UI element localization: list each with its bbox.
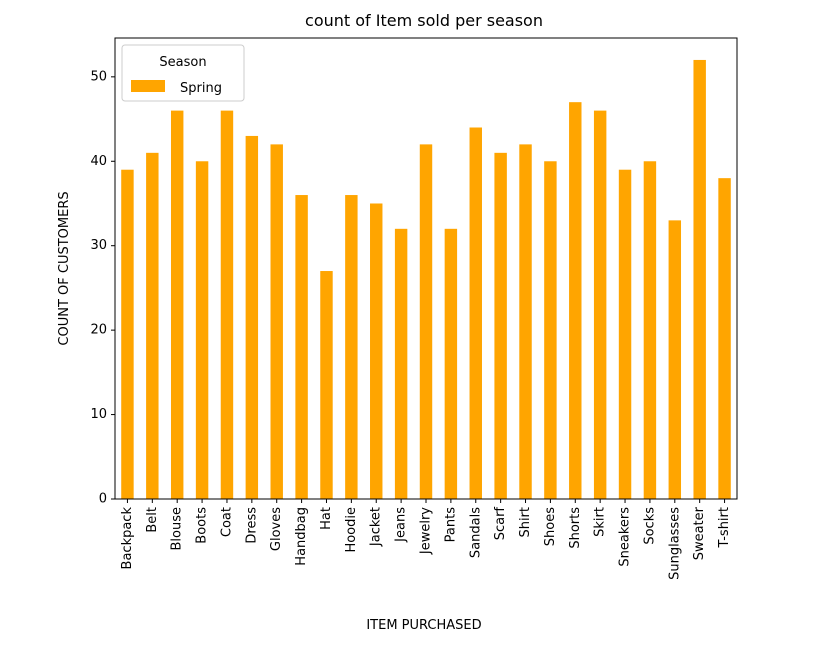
x-tick-label-handbag: Handbag xyxy=(294,507,309,566)
y-axis-label: COUNT OF CUSTOMERS xyxy=(57,191,72,345)
x-tick-label-sweater: Sweater xyxy=(692,506,707,560)
plot-area-frame xyxy=(114,37,738,500)
bar-sandals xyxy=(469,127,482,499)
y-tick-label: 40 xyxy=(90,154,107,169)
bar-socks xyxy=(643,161,657,499)
y-axis-ticks: 0 10 20 30 40 50 xyxy=(90,69,115,507)
bar-belt xyxy=(146,152,159,499)
bar-shirt xyxy=(519,144,532,499)
bar-hat xyxy=(320,271,333,499)
bar-handbag xyxy=(295,195,308,500)
bars-layer xyxy=(121,59,731,500)
x-tick-label-shoes: Shoes xyxy=(543,507,558,546)
bar-jewelry xyxy=(419,144,433,499)
x-tick-label-hoodie: Hoodie xyxy=(344,507,359,553)
bar-gloves xyxy=(270,144,283,499)
x-tick-label-socks: Socks xyxy=(642,507,657,545)
bar-blouse xyxy=(170,110,184,500)
x-tick-label-blouse: Blouse xyxy=(170,507,185,551)
bar-sunglasses xyxy=(668,220,682,499)
x-tick-label-shorts: Shorts xyxy=(568,507,583,549)
x-tick-label-pants: Pants xyxy=(443,507,458,543)
bar-shoes xyxy=(544,161,557,499)
x-tick-label-dress: Dress xyxy=(244,507,259,544)
legend-title: Season xyxy=(159,55,206,70)
y-tick-label: 10 xyxy=(90,407,107,422)
x-axis-label: ITEM PURCHASED xyxy=(366,618,481,633)
x-tick-label-scarf: Scarf xyxy=(493,507,508,541)
bar-pants xyxy=(444,228,458,499)
legend-entry-spring: Spring xyxy=(180,81,222,96)
bar-sneakers xyxy=(618,169,632,499)
x-tick-label-skirt: Skirt xyxy=(593,507,608,537)
x-tick-label-sandals: Sandals xyxy=(468,507,483,558)
x-tick-label-shirt: Shirt xyxy=(518,507,533,538)
bar-sweater xyxy=(693,59,706,499)
x-tick-label-gloves: Gloves xyxy=(269,507,284,551)
x-tick-label-hat: Hat xyxy=(319,507,334,530)
bar-scarf xyxy=(494,152,507,499)
bar-boots xyxy=(195,161,209,499)
bar-jacket xyxy=(370,203,383,500)
bar-t-shirt xyxy=(718,178,731,499)
x-tick-label-backpack: Backpack xyxy=(120,507,135,570)
bar-skirt xyxy=(593,110,607,500)
x-tick-label-boots: Boots xyxy=(195,507,210,544)
x-tick-label-jeans: Jeans xyxy=(394,507,409,543)
x-axis-ticks: Backpack Belt Blouse Boots Coat Dress Gloves Ha… xyxy=(120,499,732,580)
x-tick-label-coat: Coat xyxy=(219,507,234,537)
bar-dress xyxy=(245,135,259,499)
x-tick-label-belt: Belt xyxy=(145,507,160,533)
bar-shorts xyxy=(569,102,582,500)
y-tick-label: 50 xyxy=(90,69,107,84)
bar-coat xyxy=(220,110,234,500)
bar-backpack xyxy=(121,169,134,499)
y-tick-label: 20 xyxy=(90,323,107,338)
chart-title: count of Item sold per season xyxy=(305,11,543,30)
x-tick-label-jacket: Jacket xyxy=(369,507,384,547)
x-tick-label-sneakers: Sneakers xyxy=(618,507,633,567)
x-tick-label-jewelry: Jewelry xyxy=(419,507,434,555)
bar-hoodie xyxy=(345,195,358,500)
legend: Season Spring xyxy=(121,44,245,102)
x-tick-label-t-shirt: T-shirt xyxy=(717,507,732,549)
legend-swatch-spring xyxy=(131,80,165,92)
bar-jeans xyxy=(394,228,408,499)
y-tick-label: 30 xyxy=(90,238,107,253)
x-tick-label-sunglasses: Sunglasses xyxy=(667,507,682,580)
y-tick-label: 0 xyxy=(99,492,107,507)
